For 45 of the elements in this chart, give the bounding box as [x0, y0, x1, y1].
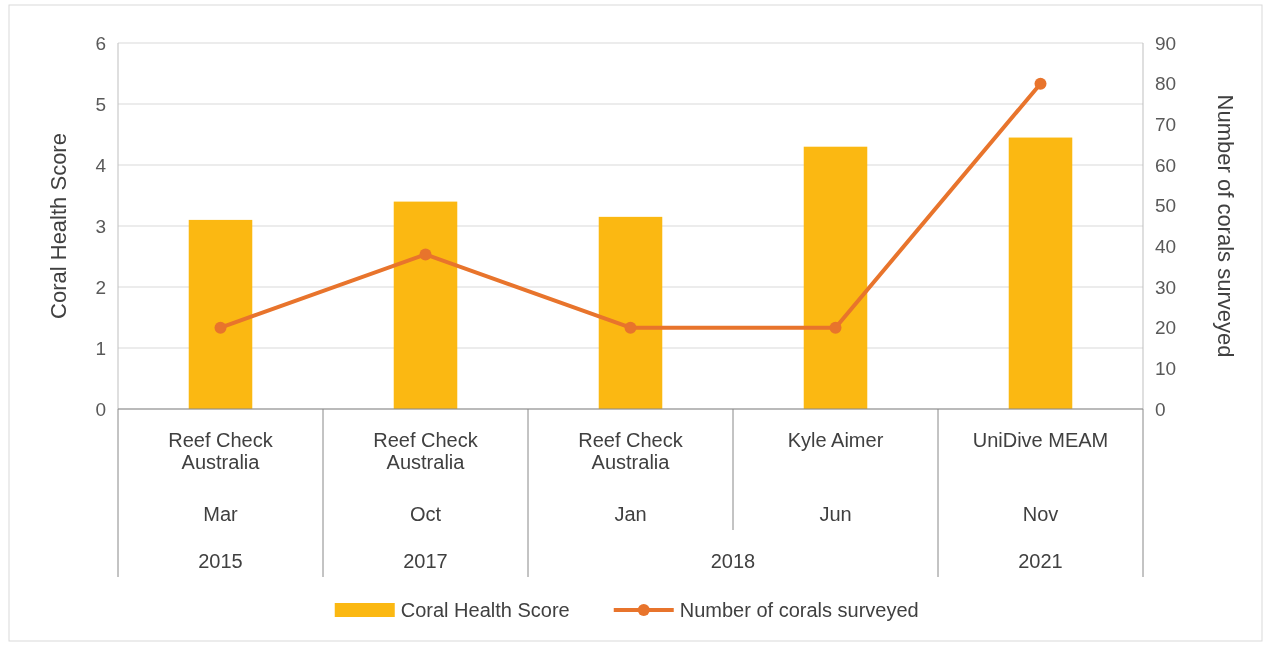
y2-tick-label: 30 — [1155, 276, 1177, 298]
text: Mar — [203, 503, 239, 525]
point — [419, 248, 432, 261]
text: Jan — [614, 503, 647, 525]
bar — [1008, 137, 1073, 409]
bar — [188, 219, 253, 409]
bar — [598, 216, 663, 409]
legend-label: Number of corals surveyed — [679, 599, 919, 621]
y2-tick-label: 40 — [1155, 235, 1177, 257]
text: Nov — [1022, 503, 1059, 525]
text: 2015 — [198, 550, 243, 572]
text: 2018 — [710, 550, 756, 572]
y-axis-title: Coral Health Score — [46, 133, 71, 319]
y-tick-label: 2 — [95, 276, 106, 298]
text: Jun — [819, 503, 852, 525]
y-tick-label: 3 — [95, 215, 106, 237]
y-tick-label: 5 — [95, 93, 106, 115]
y2-tick-label: 0 — [1155, 398, 1166, 420]
y-tick-label: 0 — [95, 398, 106, 420]
bar — [393, 201, 458, 409]
point — [214, 321, 227, 334]
x-tick-label: UniDive MEAM — [972, 429, 1109, 451]
y-tick-label: 4 — [95, 154, 107, 176]
x-tick-label: Reef Check Australia — [168, 429, 274, 473]
point — [829, 321, 842, 334]
y2-tick-label: 10 — [1155, 357, 1177, 379]
y-tick-label: 1 — [95, 337, 106, 359]
text: Oct — [409, 503, 442, 525]
x-tick-label: Reef Check Australia — [578, 429, 684, 473]
text: 2021 — [1018, 550, 1063, 572]
y2-tick-label: 90 — [1155, 32, 1177, 54]
point — [624, 321, 637, 334]
y2-tick-label: 80 — [1155, 73, 1177, 95]
y2-tick-label: 50 — [1155, 195, 1177, 217]
y-tick-label: 6 — [95, 32, 106, 54]
legend-label: Coral Health Score — [400, 599, 570, 621]
y2-axis-title: Number of corals surveyed — [1213, 94, 1238, 358]
bar — [803, 146, 868, 409]
x-tick-label: Kyle Aimer — [787, 429, 884, 451]
text: 2017 — [403, 550, 448, 572]
y2-tick-label: 20 — [1155, 317, 1177, 339]
x-tick-label: Reef Check Australia — [373, 429, 479, 473]
point — [1034, 77, 1047, 90]
y2-tick-label: 60 — [1155, 154, 1177, 176]
y2-tick-label: 70 — [1155, 113, 1177, 135]
